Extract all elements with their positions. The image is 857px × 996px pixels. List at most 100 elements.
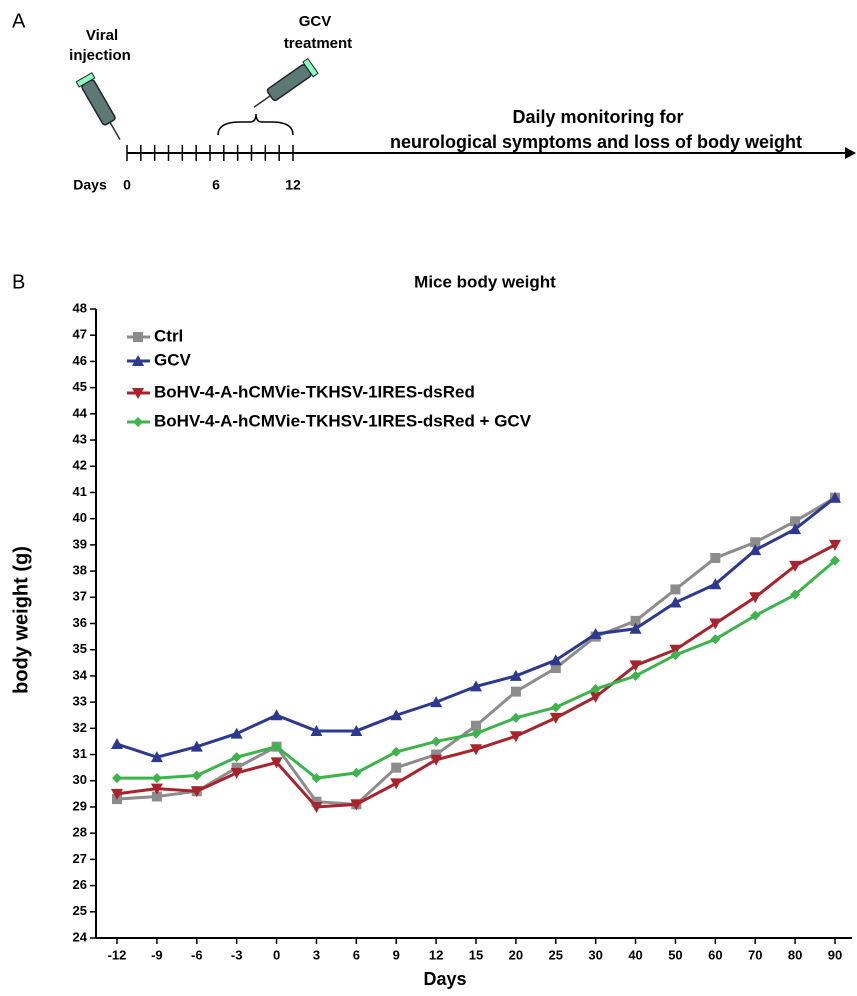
y-tick-label: 29	[73, 798, 87, 813]
x-tick-label: -9	[151, 947, 163, 962]
panel-label: A	[12, 10, 26, 32]
point	[430, 754, 443, 766]
legend-label: GCV	[154, 350, 192, 369]
point	[191, 770, 202, 781]
point	[391, 762, 402, 773]
x-tick-label: 12	[429, 947, 443, 962]
point	[589, 627, 602, 639]
point	[350, 799, 363, 811]
point	[390, 709, 403, 721]
point	[311, 773, 322, 784]
point	[709, 578, 722, 590]
y-tick-label: 41	[73, 484, 87, 499]
monitoring-label: neurological symptoms and loss of body w…	[390, 132, 802, 152]
point	[390, 778, 403, 790]
point	[510, 712, 521, 723]
point	[829, 539, 841, 551]
x-tick-label: -12	[108, 947, 127, 962]
point	[190, 786, 203, 798]
point	[750, 537, 761, 548]
point	[471, 720, 481, 731]
x-tick-label: 3	[313, 947, 320, 962]
point	[750, 610, 761, 621]
point	[150, 751, 163, 763]
point	[111, 788, 123, 800]
x-tick-label: 80	[788, 947, 802, 962]
y-tick-label: 27	[73, 851, 87, 866]
point	[470, 680, 482, 692]
point	[112, 773, 122, 784]
point	[749, 592, 762, 604]
y-tick-label: 33	[73, 694, 87, 709]
injection-label: Viral	[86, 27, 118, 44]
day-tick-label: 6	[212, 177, 220, 193]
y-tick-label: 34	[73, 667, 88, 682]
point	[470, 744, 482, 756]
point	[230, 767, 243, 779]
y-tick-label: 26	[73, 877, 87, 892]
x-tick-label: 9	[393, 947, 400, 962]
x-tick-label: 30	[588, 947, 602, 962]
timeline-ticks	[126, 145, 294, 161]
panel-label: B	[12, 271, 25, 293]
point	[670, 649, 681, 660]
point	[509, 669, 522, 681]
point	[790, 516, 801, 527]
point	[669, 596, 682, 608]
x-tick-label: 70	[748, 947, 762, 962]
point	[830, 555, 840, 566]
point	[111, 738, 123, 750]
point	[550, 702, 561, 713]
y-tick-label: 48	[73, 300, 87, 315]
y-tick-label: 39	[73, 536, 87, 551]
point	[231, 752, 242, 763]
point	[471, 728, 481, 739]
y-tick-label: 44	[73, 405, 88, 420]
x-tick-label: 25	[549, 947, 563, 962]
point	[829, 491, 841, 503]
point	[351, 767, 362, 778]
legend-label: BoHV-4-A-hCMVie-TKHSV-1IRES-dsRed	[154, 382, 475, 401]
days-label: Days	[73, 177, 107, 193]
series-line	[116, 543, 836, 809]
monitoring-label: Daily monitoring for	[513, 107, 684, 127]
point	[549, 712, 562, 724]
point	[630, 615, 641, 626]
point	[790, 589, 801, 600]
x-tick-label: 50	[668, 947, 682, 962]
y-tick-label: 45	[73, 379, 87, 394]
point	[709, 618, 722, 630]
point	[310, 801, 323, 813]
y-tick-label: 35	[73, 641, 87, 656]
y-tick-label: 28	[73, 825, 87, 840]
point	[310, 724, 323, 736]
syringe-icon	[75, 72, 121, 141]
x-tick-label: -6	[191, 947, 203, 962]
point	[550, 663, 561, 674]
point	[589, 691, 602, 703]
y-tick-label: 43	[73, 431, 87, 446]
syringe-icon	[253, 57, 319, 108]
treatment-brace	[217, 113, 294, 136]
y-axis-label: body weight (g)	[10, 546, 32, 694]
point	[132, 355, 144, 366]
point	[510, 686, 521, 697]
y-tick-label: 47	[73, 327, 87, 342]
day-tick-label: 12	[285, 177, 301, 193]
point	[789, 560, 802, 572]
point	[629, 622, 642, 634]
x-tick-label: 20	[509, 947, 523, 962]
legend-label: Ctrl	[154, 326, 183, 345]
y-tick-label: 38	[73, 563, 87, 578]
point	[630, 670, 641, 681]
point	[629, 660, 642, 672]
legend-label: BoHV-4-A-hCMVie-TKHSV-1IRES-dsRed + GCV	[154, 411, 532, 430]
x-tick-label: 0	[273, 947, 280, 962]
point	[789, 523, 802, 535]
point	[670, 584, 681, 595]
point	[133, 417, 143, 427]
x-tick-label: 40	[628, 947, 642, 962]
plot: 2425262728293031323334353637383940414243…	[73, 300, 852, 962]
point	[271, 741, 282, 752]
